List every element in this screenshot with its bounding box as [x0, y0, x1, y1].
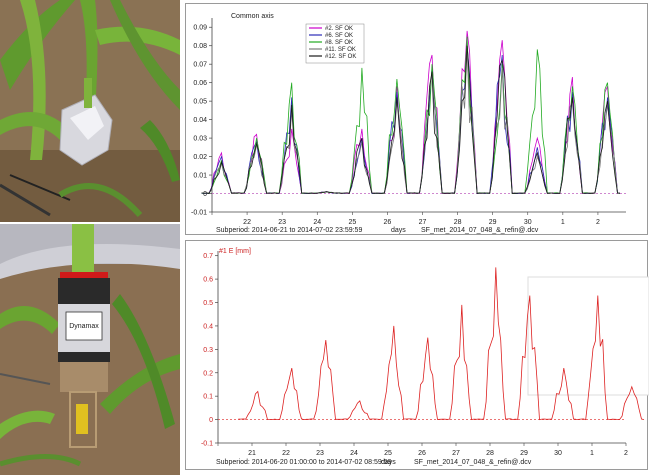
x-tick-label: 22 [282, 450, 290, 457]
series-line [201, 45, 621, 194]
y-tick-label: 0.1 [203, 394, 213, 401]
sensor-label-text: Dynamax [69, 323, 99, 330]
y-tick-label: 0 [209, 417, 213, 424]
x-tick-label: 26 [418, 450, 426, 457]
y-tick-label: 0.05 [193, 99, 207, 106]
photo-sap-flow-sensor: Dynamax [0, 224, 180, 475]
subperiod-text: Subperiod: 2014-06-21 to 2014-07-02 23:5… [216, 227, 362, 234]
y-tick-label: 0.01 [193, 173, 207, 180]
legend: #2. SF OK#6. SF OK#8. SF OK#11. SF OK#12… [305, 23, 365, 64]
series-line [238, 267, 645, 421]
legend-label: #12. SF OK [325, 54, 356, 60]
series-line [201, 49, 621, 194]
y-tick-label: 0.09 [193, 25, 207, 32]
photo-corn-sensor-wrapped [0, 0, 180, 222]
chart-title: #1 E [mm] [219, 248, 251, 255]
y-tick-label: 0.02 [193, 154, 207, 161]
x-axis-label: days [381, 459, 396, 466]
x-tick-label: 27 [419, 219, 427, 226]
chart-top-svg: Common axis -0.01 0 0.01 0.02 0.03 0.04 0.05 0.… [191, 13, 626, 234]
y-tick-label: 0.2 [203, 370, 213, 377]
x-tick-label: 25 [384, 450, 392, 457]
photo-bottom-illustration: Dynamax [0, 224, 180, 475]
legend-label: #11. SF OK [325, 47, 356, 53]
chart-common-axis: Common axis -0.01 0 0.01 0.02 0.03 0.04 0.05 0.… [185, 3, 648, 235]
filename-text: SF_met_2014_07_048_&_refin@.dcv [421, 227, 539, 234]
y-tick-label: 0.3 [203, 347, 213, 354]
chart-evaporation: #1 E [mm] -0.1 0 0.1 0.2 0.3 0.4 0.5 0.6 0.7 21 22… [185, 240, 649, 470]
x-tick-label: 25 [348, 219, 356, 226]
y-tick-label: 0.08 [193, 43, 207, 50]
y-tick-label: 0.7 [203, 253, 213, 260]
photo-top-illustration [0, 0, 180, 222]
x-tick-label: 29 [489, 219, 497, 226]
x-tick-label: 28 [454, 219, 462, 226]
filename-text: SF_met_2014_07_048_&_refin@.dcv [414, 459, 532, 466]
series-line [201, 36, 621, 194]
y-tick-label: -0.01 [191, 210, 207, 217]
y-tick-label: 0.5 [203, 300, 213, 307]
legend-label: #6. SF OK [325, 33, 353, 39]
x-tick-label: 23 [316, 450, 324, 457]
x-tick-label: 26 [384, 219, 392, 226]
x-tick-label: 22 [243, 219, 251, 226]
y-tick-label: 0.4 [203, 323, 213, 330]
chart-title: Common axis [231, 13, 274, 20]
x-tick-label: 24 [313, 219, 321, 226]
y-tick-label: -0.1 [201, 441, 213, 448]
x-axis-label: days [391, 227, 406, 234]
chart-bottom-svg: #1 E [mm] -0.100.10.20.30.40.50.60.721 22… [201, 248, 649, 466]
y-tick-label: 0.03 [193, 136, 207, 143]
x-tick-label: 21 [248, 450, 256, 457]
y-tick-label: 0.04 [193, 117, 207, 124]
legend-box [305, 23, 365, 64]
x-tick-label: 2 [624, 450, 628, 457]
y-tick-label: 0.07 [193, 62, 207, 69]
y-tick-label: 0.06 [193, 80, 207, 87]
y-tick-label: 0 [203, 191, 207, 198]
overlay-box [527, 276, 649, 396]
subperiod-text: Subperiod: 2014-06-20 01:00:00 to 2014-0… [216, 459, 392, 466]
legend-label: #2. SF OK [325, 26, 353, 32]
x-tick-label: 24 [350, 450, 358, 457]
x-tick-label: 23 [278, 219, 286, 226]
x-tick-label: 2 [596, 219, 600, 226]
y-tick-label: 0.6 [203, 277, 213, 284]
x-tick-label: 29 [520, 450, 528, 457]
x-tick-label: 27 [452, 450, 460, 457]
series-line [201, 30, 621, 195]
x-tick-label: 30 [554, 450, 562, 457]
legend-label: #8. SF OK [325, 40, 353, 46]
series-line [201, 45, 621, 194]
x-tick-label: 28 [486, 450, 494, 457]
x-tick-label: 1 [561, 219, 565, 226]
x-tick-label: 30 [524, 219, 532, 226]
x-tick-label: 1 [590, 450, 594, 457]
